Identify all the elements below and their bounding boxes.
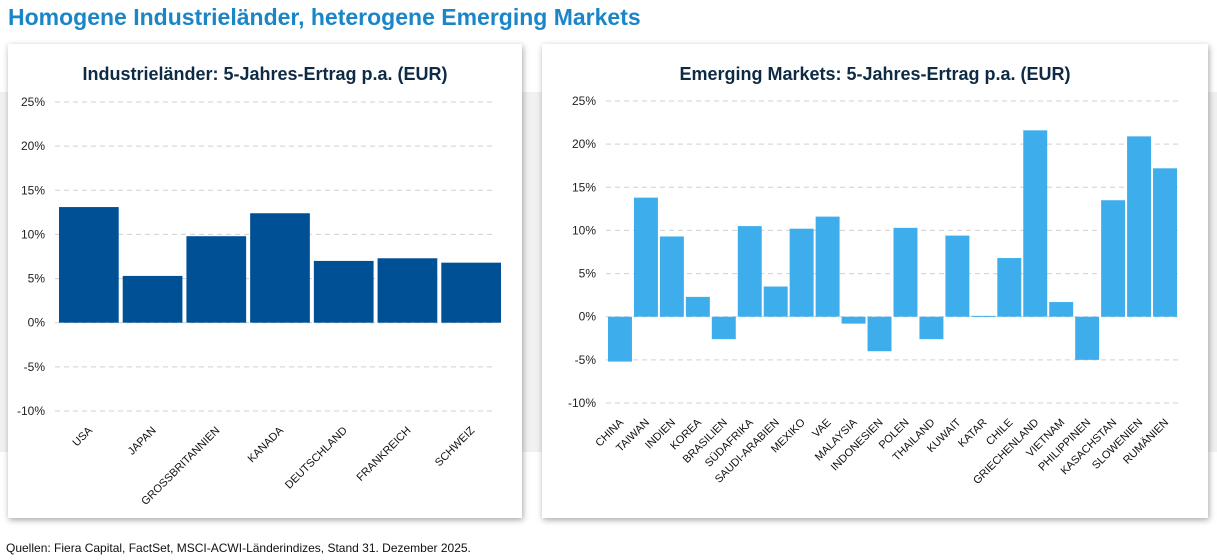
bar-vae — [815, 216, 840, 317]
y-tick-label: 15% — [572, 180, 596, 194]
x-tick-label: DEUTSCHLAND — [283, 425, 350, 492]
bar-chile — [997, 258, 1022, 317]
y-tick-label: -5% — [24, 360, 46, 374]
chart-emerging-markets: Emerging Markets: 5-Jahres-Ertrag p.a. (… — [542, 44, 1208, 518]
page-title: Homogene Industrieländer, heterogene Eme… — [8, 4, 641, 30]
x-tick-label: KATAR — [956, 417, 989, 450]
bar-thailand — [919, 316, 944, 340]
y-tick-label: 10% — [21, 227, 45, 241]
y-tick-label: -10% — [17, 404, 45, 418]
bar-vietnam — [1049, 302, 1074, 317]
bar-indien — [659, 236, 684, 317]
bar-malaysia — [841, 316, 866, 324]
chart-svg: 25%20%15%10%5%0%-5%-10%CHINATAIWANINDIEN… — [568, 94, 1182, 487]
bar-korea — [685, 296, 710, 317]
chart-svg: 25%20%15%10%5%0%-5%-10%USA JAPANGROSSBRIT… — [17, 95, 501, 508]
y-tick-label: -10% — [568, 396, 596, 410]
bar-slowenien — [1127, 136, 1152, 317]
bar-japan — [122, 275, 183, 323]
bar-usa — [59, 207, 119, 323]
y-tick-label: 15% — [21, 183, 45, 197]
bar-indonesien — [867, 316, 892, 352]
bar-frankreich — [377, 258, 438, 323]
bar-mexiko — [789, 228, 814, 317]
bar-kasachstan — [1101, 200, 1126, 317]
y-tick-label: -5% — [575, 353, 597, 367]
bar-griechenland — [1023, 130, 1048, 317]
y-tick-label: 25% — [21, 95, 45, 109]
y-tick-label: 5% — [579, 267, 597, 281]
y-tick-label: 20% — [572, 137, 596, 151]
x-tick-label: FRANKREICH — [354, 425, 413, 484]
y-tick-label: 20% — [21, 139, 45, 153]
bar-china — [608, 316, 632, 362]
bar-schweiz — [441, 262, 501, 323]
bar-rumänien — [1153, 168, 1177, 317]
bar-taiwan — [633, 197, 658, 317]
y-tick-label: 0% — [579, 310, 597, 324]
bar-saudi-arabien — [763, 286, 788, 317]
source-note: Quellen: Fiera Capital, FactSet, MSCI-AC… — [6, 541, 471, 555]
bar-kanada — [250, 213, 310, 323]
bar-katar — [971, 315, 996, 317]
y-tick-label: 10% — [572, 223, 596, 237]
x-tick-label: JAPAN — [126, 425, 159, 458]
bar-philippinen — [1075, 316, 1100, 360]
bar-brasilien — [711, 316, 736, 340]
y-tick-label: 25% — [572, 94, 596, 108]
y-tick-label: 5% — [28, 272, 46, 286]
chart-industrielaender: Industrieländer: 5-Jahres-Ertrag p.a. (E… — [8, 44, 522, 518]
x-tick-label: USA — [70, 424, 95, 449]
chart-title: Emerging Markets: 5-Jahres-Ertrag p.a. (… — [679, 64, 1071, 84]
x-tick-label: SCHWEIZ — [433, 424, 478, 469]
chart-title: Industrieländer: 5-Jahres-Ertrag p.a. (E… — [82, 64, 448, 84]
y-tick-label: 0% — [28, 316, 46, 330]
bar-grossbritannien — [186, 236, 247, 323]
bar-kuwait — [945, 235, 970, 317]
x-tick-label: KANADA — [246, 424, 287, 465]
bar-deutschland — [313, 260, 374, 323]
bar-südafrika — [737, 226, 762, 317]
bar-polen — [893, 227, 918, 317]
